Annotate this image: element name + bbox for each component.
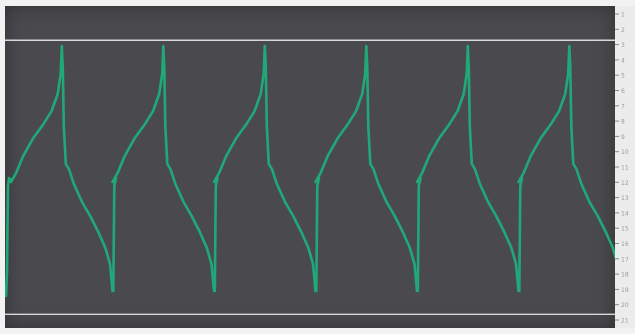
- ruler-label: 11: [621, 165, 629, 172]
- ruler-label: 18: [621, 272, 629, 279]
- ruler-label: 21: [621, 318, 629, 325]
- ruler-label: 10: [621, 149, 629, 156]
- ruler-label: 6: [621, 88, 625, 95]
- ruler-label: 8: [621, 119, 625, 126]
- vertical-scale-ruler: 1 2 3 4 5 6 7 8 9 10 11 12 13 14 15 16 17 18 19 20 21: [615, 6, 635, 328]
- ruler-label: 20: [621, 302, 629, 309]
- ruler-label: 4: [621, 57, 625, 64]
- waveform-trace: [5, 44, 615, 298]
- ruler-label: 9: [621, 134, 625, 141]
- ruler-label: 15: [621, 226, 629, 233]
- ruler-label: 14: [621, 210, 629, 217]
- ruler-label: 19: [621, 287, 629, 294]
- ruler-label: 3: [621, 42, 625, 49]
- ruler-label: 17: [621, 256, 629, 263]
- ruler-label: 16: [621, 241, 629, 248]
- ruler-label: 13: [621, 195, 629, 202]
- ruler-label: 1: [621, 12, 625, 19]
- ruler-label: 2: [621, 27, 625, 34]
- ruler-label: 5: [621, 73, 625, 80]
- waveform-screen: [5, 6, 615, 328]
- waveform-plot: [5, 39, 615, 315]
- ruler-label: 7: [621, 103, 625, 110]
- ruler-label: 12: [621, 180, 629, 187]
